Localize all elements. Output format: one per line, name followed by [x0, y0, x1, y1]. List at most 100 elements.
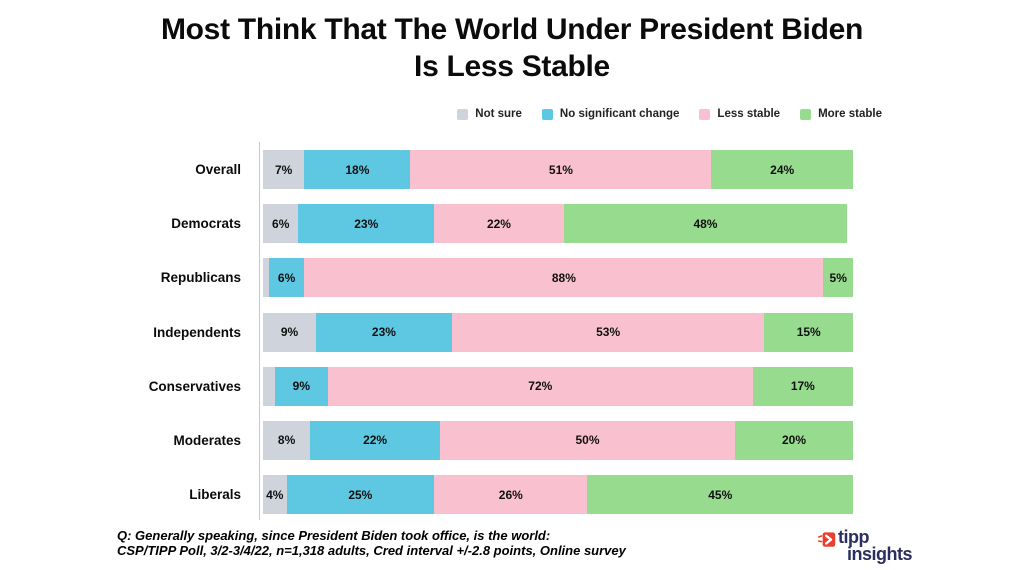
segment-value-label: 20%	[781, 433, 806, 448]
segment-value-label: 17%	[790, 379, 815, 394]
row-label: Democrats	[171, 216, 241, 232]
bar-segment: 72%	[327, 366, 753, 406]
row-label: Republicans	[160, 270, 241, 286]
row-label: Independents	[153, 324, 241, 340]
segment-value-label: 9%	[280, 325, 299, 340]
segment-value-label: 48%	[693, 216, 718, 231]
bar-segment: 4%	[263, 475, 287, 515]
bar-segment	[263, 258, 269, 298]
segment-value-label: 45%	[708, 487, 733, 502]
y-axis-line	[259, 142, 260, 520]
legend-label: Less stable	[717, 108, 781, 120]
bar-stack: 9% 23% 53% 15%	[263, 312, 853, 352]
segment-value-label: 4%	[266, 487, 284, 502]
bar-segment: 7%	[263, 150, 305, 189]
bar-segment: 9%	[274, 366, 328, 406]
bar-stack: 9% 72% 17%	[263, 366, 853, 406]
logo-word-insights: insights	[846, 544, 913, 564]
chart-title-line2: Is Less Stable	[414, 49, 610, 83]
bar-segment: 25%	[286, 475, 435, 515]
bar-row: Moderates 8% 22% 50% 20%	[0, 420, 1024, 460]
legend-item: No significant change	[541, 108, 680, 120]
logo-word-tipp: tipp	[837, 527, 870, 547]
bar-segment: 23%	[316, 312, 452, 352]
bar-row: Overall 7% 18% 51% 24%	[0, 150, 1024, 189]
legend-label: More stable	[818, 108, 882, 120]
bar-segment: 9%	[263, 312, 317, 352]
legend-swatch-icon	[800, 108, 812, 120]
bar-row: Independents 9% 23% 53% 15%	[0, 312, 1024, 352]
bar-stack: 4% 25% 26% 45%	[263, 475, 853, 515]
legend: Not sure No significant change Less stable…	[457, 105, 882, 123]
bar-segment: 8%	[263, 420, 311, 460]
legend-label: No significant change	[559, 108, 680, 120]
row-label: Overall	[195, 162, 241, 177]
bar-segment: 23%	[298, 204, 435, 244]
legend-item: Less stable	[699, 108, 780, 120]
segment-value-label: 6%	[277, 270, 296, 285]
segment-value-label: 22%	[363, 433, 388, 448]
tipp-insights-logo-text: tipp insights	[837, 527, 913, 564]
segment-value-label: 50%	[575, 433, 600, 448]
bar-segment: 24%	[711, 150, 853, 189]
bar-segment: 18%	[304, 150, 411, 189]
segment-value-label: 9%	[292, 379, 311, 394]
segment-value-label: 23%	[371, 325, 396, 340]
footer-note: Q: Generally speaking, since President B…	[117, 528, 717, 559]
tipp-insights-logo: tipp insights	[817, 527, 913, 564]
segment-value-label: 18%	[345, 162, 370, 177]
legend-item: More stable	[800, 108, 882, 120]
bar-segment: 50%	[439, 420, 735, 460]
legend-swatch-icon	[541, 108, 553, 120]
bar-segment: 22%	[434, 204, 564, 244]
poll-question: Q: Generally speaking, since President B…	[117, 528, 551, 543]
bar-segment: 20%	[734, 420, 853, 460]
bar-segment: 26%	[434, 475, 588, 515]
stacked-bar-chart: Overall 7% 18% 51% 24% Democrats 6% 23% 22% 48% Re…	[0, 142, 1024, 520]
segment-value-label: 22%	[486, 216, 511, 231]
bar-row: Democrats 6% 23% 22% 48%	[0, 204, 1024, 244]
segment-value-label: 5%	[829, 270, 847, 285]
bar-segment: 15%	[764, 312, 853, 352]
bar-segment: 88%	[304, 258, 824, 298]
tipp-insights-logo-icon	[817, 531, 836, 554]
bar-row: Republicans 6% 88% 5%	[0, 258, 1024, 298]
chart-title: Most Think That The World Under Presiden…	[0, 12, 1024, 86]
segment-value-label: 6%	[272, 216, 290, 231]
bar-stack: 8% 22% 50% 20%	[263, 420, 853, 460]
poll-source: CSP/TIPP Poll, 3/2-3/4/22, n=1,318 adult…	[117, 543, 626, 559]
bar-stack: 6% 88% 5%	[263, 258, 853, 298]
bar-segment	[263, 366, 275, 406]
segment-value-label: 53%	[596, 325, 621, 340]
bar-segment: 17%	[752, 366, 853, 406]
legend-swatch-icon	[457, 108, 469, 120]
segment-value-label: 25%	[348, 487, 373, 502]
segment-value-label: 15%	[796, 325, 821, 340]
segment-value-label: 24%	[770, 162, 795, 177]
bar-segment: 53%	[451, 312, 765, 352]
legend-swatch-icon	[699, 108, 711, 120]
row-label: Liberals	[189, 487, 241, 503]
bar-segment: 45%	[587, 475, 853, 515]
bar-rows: Overall 7% 18% 51% 24% Democrats 6% 23% 22% 48% Re…	[0, 150, 1024, 515]
segment-value-label: 8%	[277, 433, 296, 448]
bar-segment: 6%	[263, 204, 299, 244]
row-label: Conservatives	[148, 378, 241, 394]
row-label: Moderates	[173, 432, 241, 448]
legend-item: Not sure	[457, 108, 522, 120]
bar-segment: 22%	[310, 420, 440, 460]
segment-value-label: 72%	[528, 379, 553, 394]
bar-row: Liberals 4% 25% 26% 45%	[0, 475, 1024, 515]
segment-value-label: 51%	[548, 162, 573, 177]
bar-row: Conservatives 9% 72% 17%	[0, 366, 1024, 406]
segment-value-label: 7%	[274, 162, 293, 177]
segment-value-label: 23%	[354, 216, 379, 231]
bar-stack: 6% 23% 22% 48%	[263, 204, 853, 244]
segment-value-label: 88%	[551, 270, 576, 285]
legend-label: Not sure	[475, 108, 522, 120]
bar-segment: 48%	[563, 204, 848, 244]
bar-segment: 5%	[823, 258, 853, 298]
bar-segment: 51%	[410, 150, 712, 189]
chart-title-line1: Most Think That The World Under Presiden…	[160, 13, 864, 46]
